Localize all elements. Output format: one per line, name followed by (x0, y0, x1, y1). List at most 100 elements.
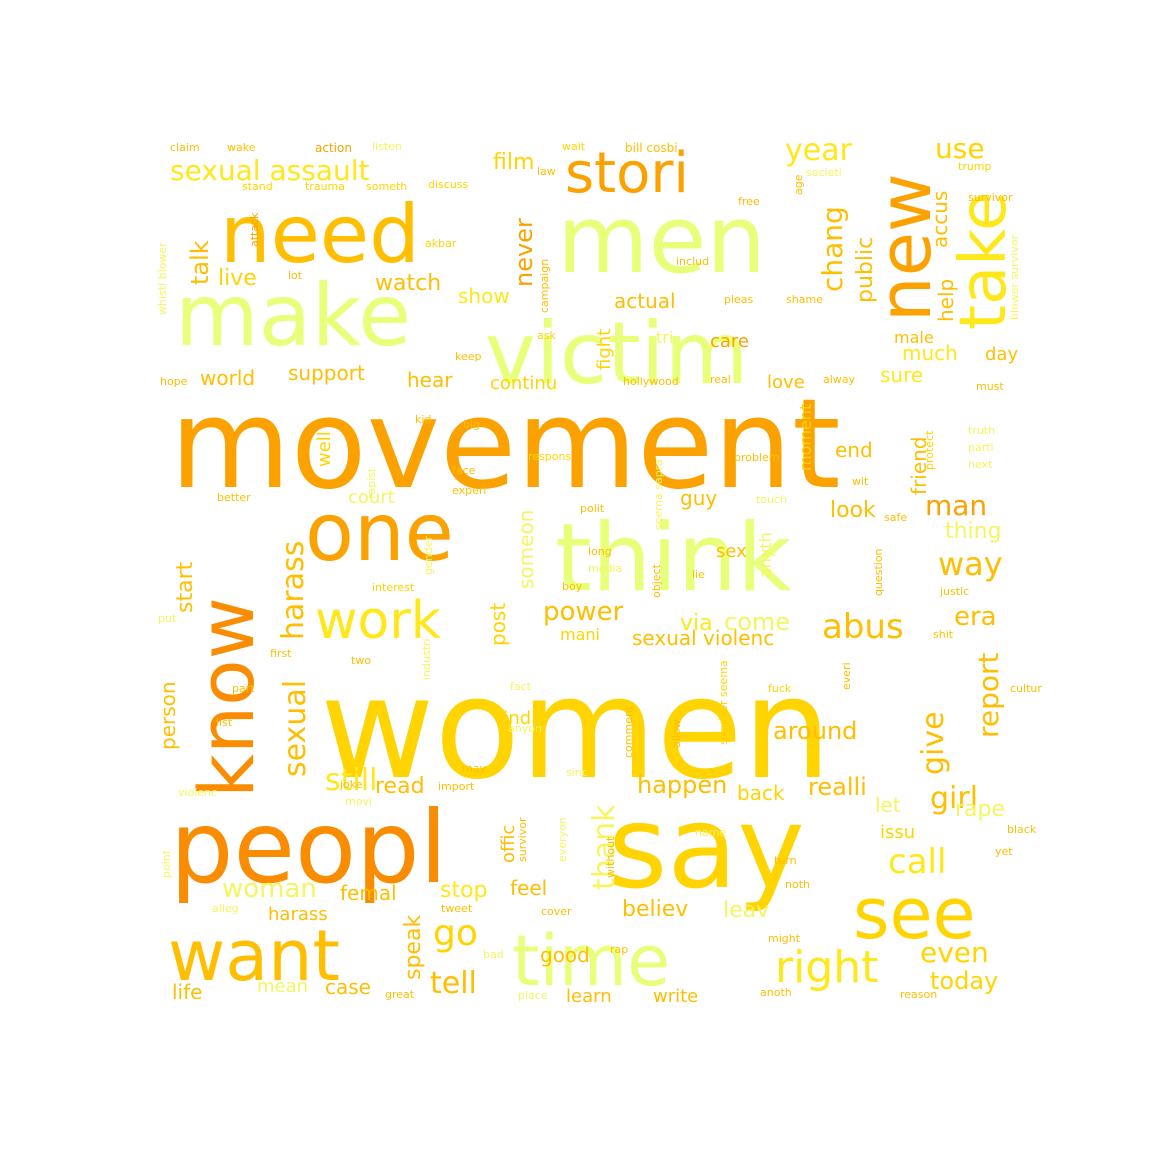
word-better: better (217, 491, 251, 504)
word-power: power (543, 597, 624, 627)
word-women: women (320, 648, 831, 811)
word-discuss: discuss (428, 178, 469, 191)
word-tri: tri (656, 328, 673, 347)
word-anoth: anoth (760, 986, 792, 999)
word-year: year (785, 133, 853, 168)
word-wake: wake (227, 141, 256, 154)
word-first: first (270, 647, 292, 660)
word-around: around (773, 717, 857, 745)
word-parti: parti (968, 441, 994, 454)
word-truth: truth (968, 424, 995, 437)
word-use: use (935, 132, 985, 165)
word-look: look (830, 498, 876, 523)
word-justic: justic (939, 585, 969, 598)
word-includ: includ (676, 255, 709, 268)
word-part: part (232, 682, 255, 695)
word-happen: happen (637, 771, 727, 799)
word-go: go (433, 913, 478, 954)
word-victim: victim (485, 304, 748, 404)
word-sinc: sinc (566, 766, 588, 779)
word-today: today (930, 967, 998, 995)
word-may: may (462, 762, 486, 775)
word-way: way (938, 545, 1003, 583)
word-sure: sure (880, 363, 923, 387)
word-leav: leav (723, 898, 769, 923)
word-life: life (172, 980, 202, 1004)
word-touch: touch (756, 493, 787, 506)
word-seema-sapra: seema sapra (652, 459, 665, 530)
word-make: make (175, 266, 411, 366)
word-accus: accus (928, 191, 952, 248)
word-place: place (518, 989, 548, 1002)
word-read: read (375, 774, 425, 799)
word-person: person (156, 681, 180, 750)
word-new: new (863, 173, 947, 322)
word-object: object (650, 563, 663, 598)
word-case: case (325, 975, 371, 999)
word-joke: joke (339, 778, 363, 791)
word-movement: movement (170, 373, 841, 517)
word-great: great (385, 988, 415, 1001)
word-someon: someon (514, 510, 538, 589)
word-shit: shit (933, 628, 954, 641)
word-without: without (604, 836, 617, 878)
word-see: see (853, 873, 976, 955)
word-day: day (985, 344, 1018, 365)
word-public: public (853, 237, 878, 303)
word-take: take (947, 192, 1021, 330)
word-hope: hope (160, 375, 188, 388)
word-experi: experi (452, 484, 486, 497)
word-find: find (497, 708, 531, 729)
word-face: face (452, 464, 476, 477)
word-learn: learn (566, 986, 612, 1007)
word-feel: feel (510, 876, 547, 900)
word-speak: speak (401, 915, 426, 980)
word-import: import (438, 780, 475, 793)
word-chang: chang (816, 206, 849, 292)
word-stori: stori (565, 141, 689, 206)
word-problem: problem (734, 451, 780, 464)
word-stop: stop (440, 878, 488, 903)
word-one: one (305, 486, 454, 579)
word-write: write (653, 986, 698, 1007)
word-action: action (315, 141, 352, 155)
word-allow: allow (670, 719, 683, 748)
word-well: well (314, 431, 335, 467)
word-shame: shame (786, 293, 823, 306)
word-reason: reason (900, 988, 937, 1001)
word-campaign: campaign (538, 259, 551, 313)
word-thing: thing (945, 519, 1002, 544)
word-claim: claim (170, 141, 200, 154)
word-kid: kid (415, 413, 431, 426)
word-everi: everi (840, 662, 853, 690)
word-tell: tell (430, 966, 477, 1001)
word-right: right (775, 942, 878, 993)
word-movi: movi (345, 795, 372, 808)
word-protect: protect (923, 430, 936, 470)
word-call: call (888, 842, 946, 882)
word-someth: someth (366, 180, 407, 193)
word-stand: stand (242, 180, 273, 193)
word-sexual-violenc: sexual violenc (632, 626, 774, 650)
word-list: list (216, 716, 233, 729)
word-abus: abus (822, 607, 904, 647)
word-point: point (160, 849, 173, 878)
word-rape: rape (955, 797, 1005, 822)
word-tweet: tweet (441, 902, 473, 915)
word-two: two (351, 654, 371, 667)
word-friend: friend (907, 437, 931, 496)
word-respons: respons (528, 450, 571, 463)
word-industri: industri (420, 638, 433, 680)
word-film: film (493, 150, 534, 175)
word-boy: boy (562, 580, 583, 593)
word-peopl: peopl (170, 789, 447, 906)
word-listen: listen (372, 140, 402, 153)
word-alway: alway (823, 373, 856, 386)
word-fuck: fuck (768, 682, 792, 695)
word-watch: watch (375, 271, 441, 296)
word-attack: attack (248, 212, 261, 247)
word-femal: femal (340, 881, 397, 905)
word-must: must (976, 380, 1004, 393)
word-court: court (348, 487, 395, 508)
word-actual: actual (614, 289, 676, 313)
